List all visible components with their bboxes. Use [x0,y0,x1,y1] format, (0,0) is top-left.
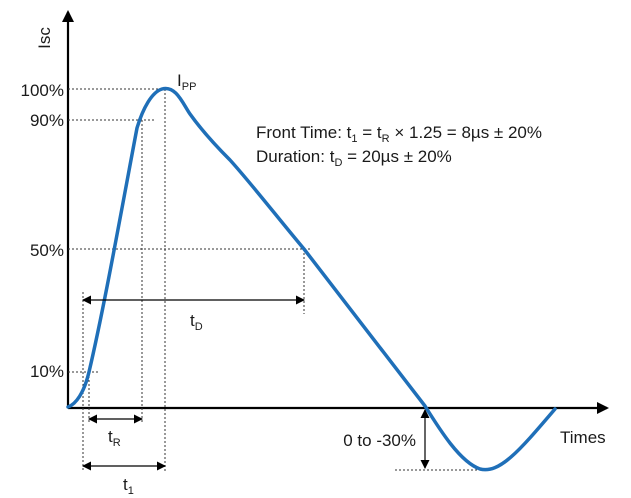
surge-current-curve [66,86,557,472]
peak-label: IPP [177,71,196,93]
y-axis-label: Isc [35,27,54,49]
tr-label: tR [108,427,121,449]
duration-formula: Duration: tD = 20µs ± 20% [256,147,452,169]
undershoot-label: 0 to -30% [343,431,416,450]
level-10-label: 10% [30,362,64,381]
level-100-label: 100% [21,81,64,100]
level-50-label: 50% [30,241,64,260]
front-time-formula: Front Time: t1 = tR × 1.25 = 8µs ± 20% [256,123,542,145]
level-90-label: 90% [30,111,64,130]
x-axis-label: Times [560,428,606,447]
td-label: tD [190,311,203,333]
t1-label: t1 [123,475,134,497]
